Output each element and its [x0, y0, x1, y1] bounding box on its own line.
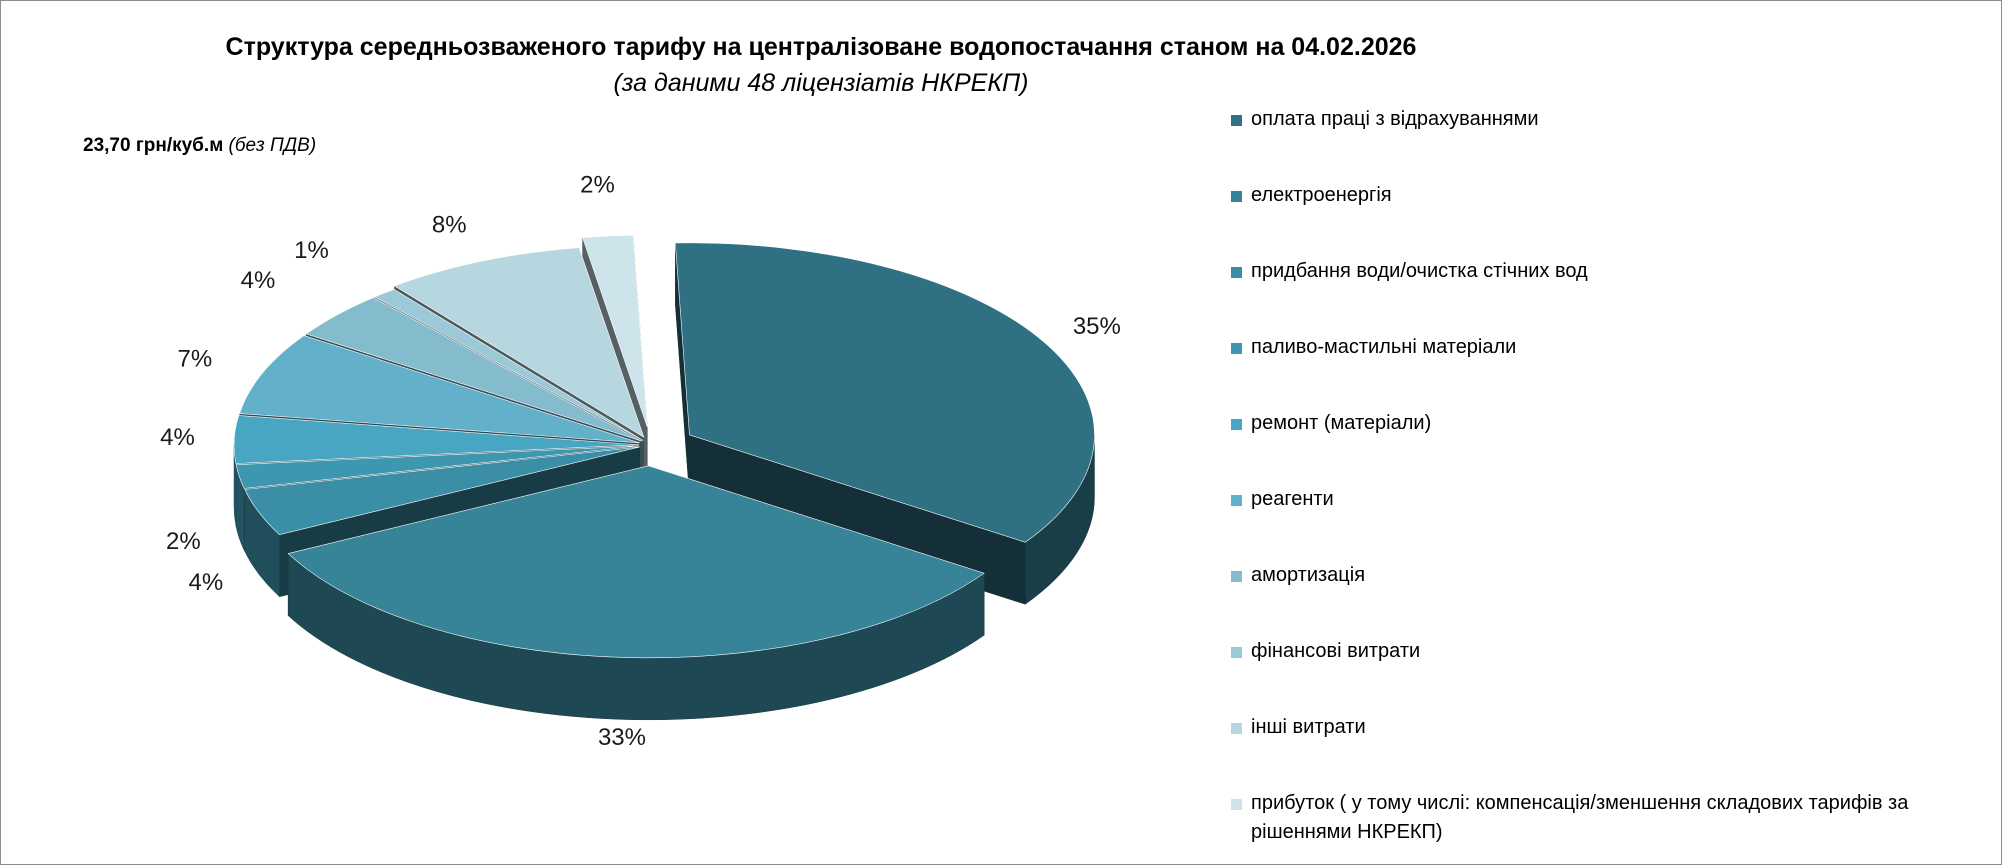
legend-swatch: [1231, 191, 1242, 202]
legend-item: ремонт (матеріали): [1231, 409, 1991, 438]
legend-swatch: [1231, 267, 1242, 278]
data-label-9: 8%: [432, 211, 467, 238]
data-label-1: 35%: [1073, 313, 1121, 340]
data-label-2: 33%: [598, 724, 646, 751]
legend-swatch: [1231, 647, 1242, 658]
legend-item: реагенти: [1231, 485, 1991, 514]
pie-slice-top-7: [305, 297, 643, 442]
data-label-7: 4%: [241, 267, 276, 294]
legend-item: оплата праці з відрахуваннями: [1231, 105, 1991, 134]
pie-slice-top-2: [287, 465, 985, 659]
pie-slice-top-3: [244, 446, 640, 536]
legend-swatch: [1231, 571, 1242, 582]
legend-swatch: [1231, 115, 1242, 126]
legend-label: амортизація: [1251, 564, 1366, 586]
pie-slice-2: [287, 465, 985, 721]
legend-label: інші витрати: [1251, 716, 1366, 738]
legend-label: ремонт (матеріали): [1251, 412, 1432, 434]
pie-slice-top-5: [233, 415, 640, 464]
data-label-5: 4%: [160, 424, 195, 451]
data-label-10: 2%: [580, 172, 615, 199]
legend-item: паливо-мастильні матеріали: [1231, 333, 1991, 362]
legend-label: паливо-мастильні матеріали: [1251, 336, 1517, 358]
chart-title: Структура середньозваженого тарифу на це…: [225, 33, 1417, 61]
pie-slice-top-4: [235, 445, 640, 489]
data-label-6: 7%: [178, 346, 213, 373]
pie-slice-top-1: [675, 242, 1095, 543]
pie-slice-top-9: [393, 247, 645, 438]
pie-slice-top-8: [373, 288, 644, 441]
tariff-note: 23,70 грн/куб.м (без ПДВ): [83, 135, 316, 157]
legend-item: фінансові витрати: [1231, 637, 1991, 666]
legend-item: інші витрати: [1231, 713, 1991, 742]
data-label-3: 4%: [189, 569, 224, 596]
data-label-4: 2%: [166, 528, 201, 555]
legend-item: прибуток ( у тому числі: компенсація/зме…: [1231, 789, 1991, 847]
data-label-8: 1%: [294, 237, 329, 264]
legend-label: прибуток ( у тому числі: компенсація/зме…: [1251, 792, 1909, 843]
tariff-vat-note: (без ПДВ): [228, 135, 317, 156]
legend-swatch: [1231, 723, 1242, 734]
legend-item: амортизація: [1231, 561, 1991, 590]
legend-item: електроенергія: [1231, 181, 1991, 210]
chart-subtitle: (за даними 48 ліцензіатів НКРЕКП): [613, 69, 1029, 97]
legend-label: придбання води/очистка стічних вод: [1251, 260, 1588, 282]
legend-label: оплата праці з відрахуваннями: [1251, 108, 1539, 130]
pie-slice-top-10: [582, 234, 648, 428]
legend-label: реагенти: [1251, 488, 1334, 510]
legend-swatch: [1231, 799, 1242, 810]
legend-swatch: [1231, 343, 1242, 354]
pie-slice-top-6: [239, 335, 640, 444]
tariff-amount: 23,70 грн/куб.м: [83, 135, 224, 156]
legend-item: придбання води/очистка стічних вод: [1231, 257, 1991, 286]
pie-slices: [233, 234, 1095, 721]
legend-label: фінансові витрати: [1251, 640, 1421, 662]
legend-swatch: [1231, 419, 1242, 430]
legend-label: електроенергія: [1251, 184, 1392, 206]
legend-swatch: [1231, 495, 1242, 506]
